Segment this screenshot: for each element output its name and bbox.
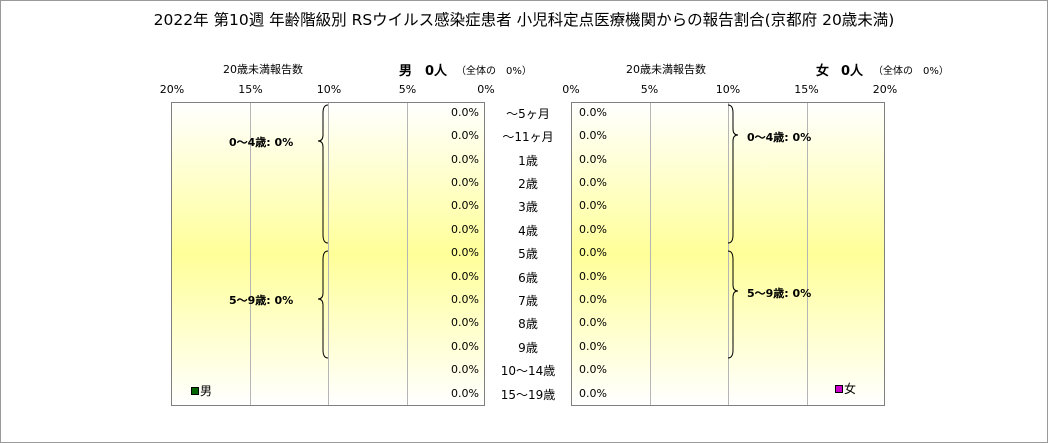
male-header-share: （全体の 0%） [456,66,532,77]
female-legend-swatch [835,385,843,393]
male-header-count: 0人 [425,64,448,79]
male-axis-tick: 0% [477,83,495,96]
age-category-label: 1歳 [518,153,538,168]
male-axis-tick: 5% [398,83,417,96]
female-plot-area [571,102,885,406]
age-category-label: ～11ヶ月 [502,130,554,145]
female-axis-label: 20歳未満報告数 [626,63,706,76]
female-value-label: 0.0% [579,386,607,400]
male-group-0-4-label: 0～4歳: 0% [229,136,294,149]
male-value-label: 0.0% [451,246,479,260]
age-category-label: 15～19歳 [500,387,556,402]
male-value-label: 0.0% [451,316,479,330]
male-value-label: 0.0% [451,222,479,236]
female-value-label: 0.0% [579,363,607,377]
female-gridline [728,103,729,405]
male-value-label: 0.0% [451,386,479,400]
age-category-label: 7歳 [518,293,538,308]
female-axis-tick: 20% [872,83,898,96]
male-plot-area [171,102,485,406]
age-category-label: 5歳 [518,247,538,262]
female-axis-tick: 15% [794,83,819,96]
female-value-label: 0.0% [579,199,607,213]
female-header-sex: 女 [816,64,830,79]
male-value-label: 0.0% [451,339,479,353]
male-value-label: 0.0% [451,292,479,306]
age-category-label: 3歳 [518,200,538,215]
male-value-label: 0.0% [451,269,479,283]
female-gridline [806,103,808,405]
male-axis-tick: 15% [238,83,263,96]
female-legend-label: 女 [844,382,857,396]
male-gridline [249,103,251,405]
female-bracket-0-4 [727,104,739,244]
age-category-label: 10～14歳 [500,364,556,379]
female-value-label: 0.0% [579,269,607,283]
male-value-label: 0.0% [451,363,479,377]
female-axis-tick: 5% [640,83,659,96]
age-category-label: 6歳 [518,270,538,285]
male-legend-label: 男 [200,384,213,398]
male-gridline [406,103,408,405]
male-axis-tick: 20% [159,83,185,96]
male-bracket-0-4 [317,104,329,244]
male-value-label: 0.0% [451,129,479,143]
female-value-label: 0.0% [579,105,607,119]
female-value-label: 0.0% [579,316,607,330]
male-bracket-5-9 [317,250,329,359]
chart-title: 2022年 第10週 年齢階級別 RSウイルス感染症患者 小児科定点医療機関から… [153,11,895,29]
male-value-label: 0.0% [451,175,479,189]
female-value-label: 0.0% [579,292,607,306]
female-value-label: 0.0% [579,222,607,236]
female-header-share: （全体の 0%） [873,66,949,77]
female-value-label: 0.0% [579,339,607,353]
age-category-label: 4歳 [518,223,538,238]
male-axis-tick: 10% [316,83,342,96]
age-category-label: 9歳 [518,340,538,355]
male-axis-label: 20歳未満報告数 [223,63,303,76]
male-group-5-9-label: 5～9歳: 0% [229,294,294,307]
male-value-label: 0.0% [451,199,479,213]
female-group-5-9-label: 5～9歳: 0% [747,287,812,300]
age-category-label: 8歳 [518,317,538,332]
male-header-sex: 男 [399,64,413,79]
female-value-label: 0.0% [579,152,607,166]
male-value-label: 0.0% [451,152,479,166]
female-group-0-4-label: 0～4歳: 0% [747,131,812,144]
female-value-label: 0.0% [579,129,607,143]
female-header-count: 0人 [841,64,864,79]
female-value-label: 0.0% [579,175,607,189]
female-axis-tick: 0% [562,83,580,96]
male-value-label: 0.0% [451,105,479,119]
female-value-label: 0.0% [579,246,607,260]
male-legend-swatch [191,387,199,395]
male-gridline [328,103,329,405]
female-bracket-5-9 [727,250,739,359]
female-gridline [649,103,651,405]
female-axis-tick: 10% [715,83,741,96]
age-category-label: ～5ヶ月 [506,106,550,121]
age-category-label: 2歳 [518,176,538,191]
